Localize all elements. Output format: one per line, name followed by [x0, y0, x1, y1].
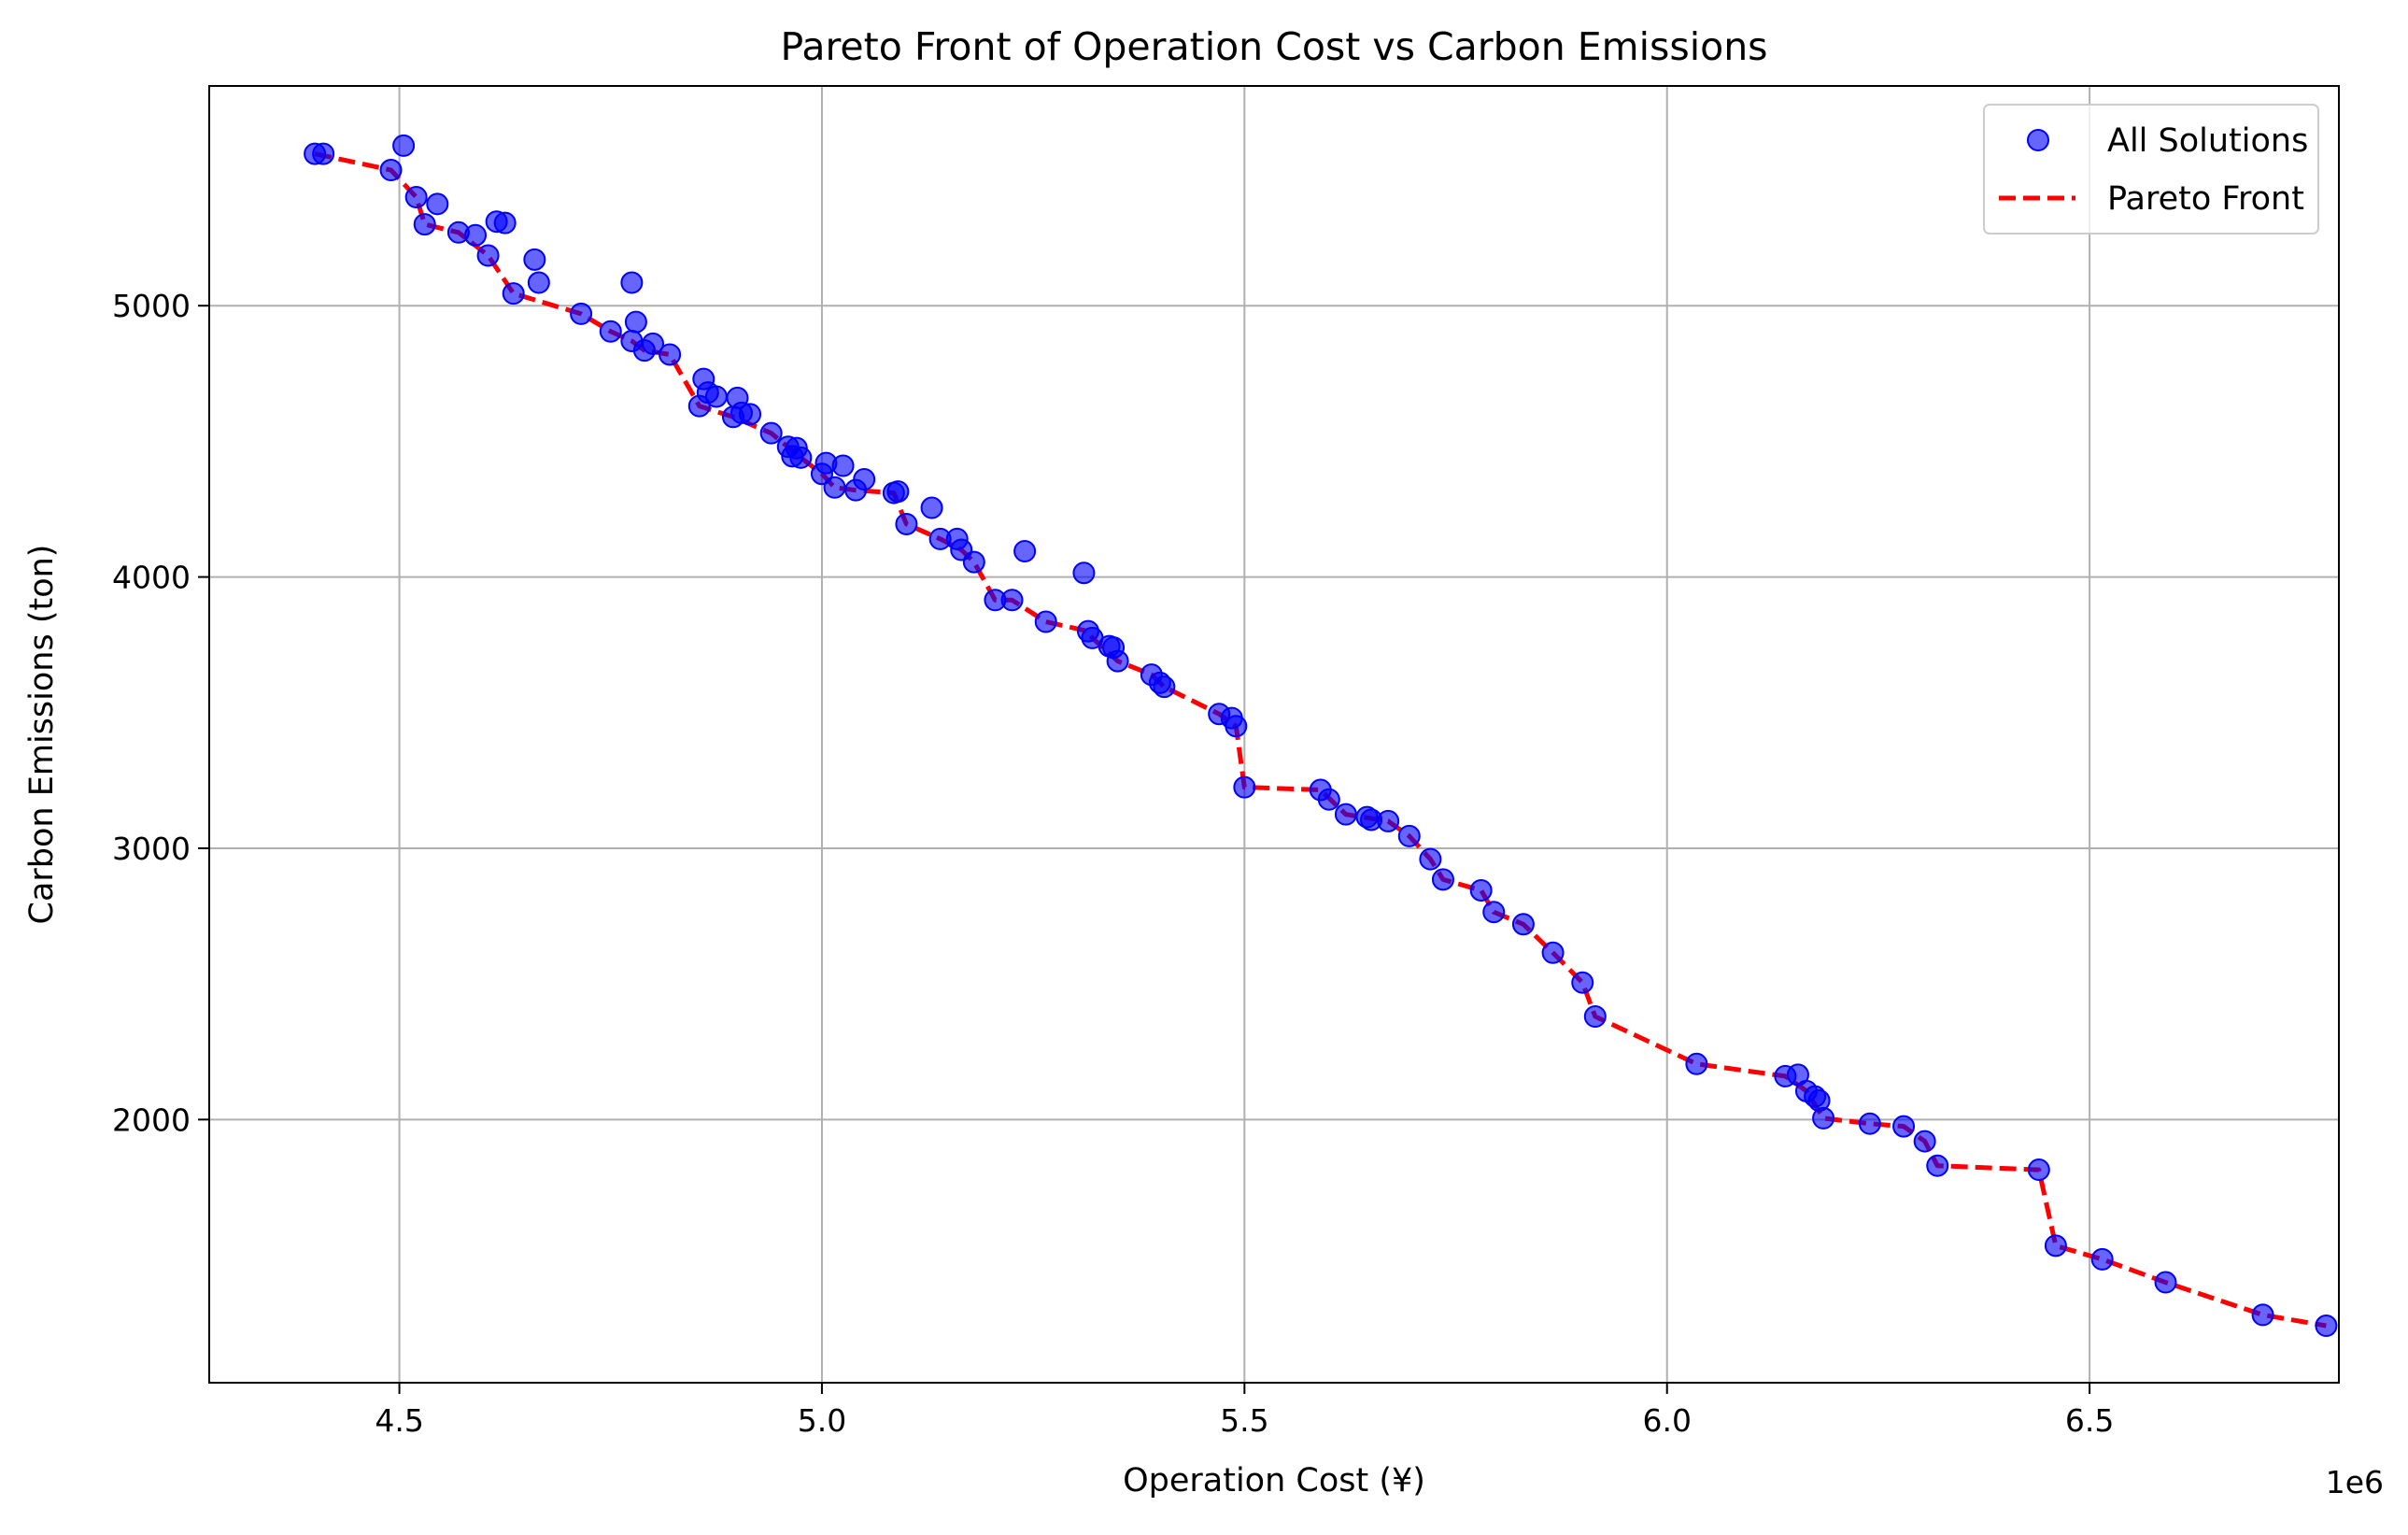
solution-point [1225, 715, 1248, 738]
solution-point [920, 496, 943, 519]
axis-ticks: 4.5 5.0 5.5 6.0 6.5 2000 3000 4000 5000 [112, 288, 2114, 1439]
x-tick-label: 5.0 [798, 1402, 846, 1439]
solution-point [502, 282, 525, 306]
solution-point [1583, 1004, 1607, 1028]
solution-point [1685, 1052, 1708, 1075]
solution-point [886, 480, 910, 504]
solution-point [1892, 1115, 1916, 1138]
solution-point [476, 244, 500, 267]
solution-point [1397, 824, 1421, 847]
solution-point [527, 271, 550, 294]
solution-point [1317, 788, 1340, 811]
all-solutions-series [304, 134, 2338, 1338]
solution-point [2251, 1303, 2274, 1327]
solution-point [312, 142, 335, 165]
solution-point [493, 211, 517, 235]
solution-point [570, 302, 593, 325]
solution-point [2027, 1158, 2050, 1182]
solution-point [1334, 803, 1357, 826]
solution-point [1377, 809, 1400, 832]
grid-lines [209, 86, 2339, 1383]
solution-point [739, 403, 762, 426]
y-tick-label: 3000 [112, 831, 191, 867]
x-tick-label: 6.0 [1642, 1402, 1691, 1439]
solution-point [1000, 589, 1024, 612]
x-tick-label: 6.5 [2065, 1402, 2114, 1439]
y-axis-label: Carbon Emissions (ton) [23, 545, 61, 925]
x-tick-label: 5.5 [1220, 1402, 1268, 1439]
solution-point [1571, 971, 1594, 994]
solution-point [962, 550, 985, 574]
legend-box [1983, 104, 2319, 235]
solution-point [831, 454, 855, 477]
solution-point [823, 476, 846, 499]
solution-point [523, 248, 546, 271]
solution-point [895, 512, 918, 535]
plot-frame [208, 85, 2340, 1384]
x-axis-offset-label: 1e6 [2326, 1464, 2384, 1500]
legend: All Solutions Pareto Front [1983, 104, 2319, 235]
solution-point [1419, 847, 1442, 871]
solution-point [2315, 1315, 2338, 1338]
solution-point [1072, 561, 1096, 585]
solution-point [1858, 1112, 1881, 1135]
solution-point [1482, 901, 1506, 924]
solution-point [620, 271, 644, 294]
legend-label-pareto-front: Pareto Front [2107, 180, 2304, 218]
solution-point [1106, 649, 1129, 673]
solution-point [1469, 878, 1493, 902]
y-tick-label: 5000 [112, 288, 191, 324]
solution-point [2044, 1234, 2067, 1258]
solution-point [659, 343, 682, 366]
solution-point [1153, 675, 1176, 699]
solution-point [464, 223, 487, 247]
legend-label-all-solutions: All Solutions [2107, 122, 2308, 160]
solution-point [404, 186, 428, 209]
solution-point [624, 310, 647, 334]
solution-point [1541, 941, 1565, 964]
solution-point [379, 159, 403, 182]
solution-point [1013, 539, 1037, 562]
solution-point [2154, 1271, 2177, 1294]
solution-point [704, 385, 728, 408]
solution-point [1233, 775, 1256, 799]
solution-point [759, 421, 783, 445]
solution-point [1913, 1130, 1936, 1153]
solution-point [1431, 868, 1454, 891]
solution-point [1926, 1154, 1949, 1177]
solution-point [1812, 1106, 1835, 1130]
chart-title: Pareto Front of Operation Cost vs Carbon… [780, 24, 1767, 69]
legend-scatter-marker [2027, 129, 2049, 151]
y-tick-label: 2000 [112, 1102, 191, 1138]
solution-point [413, 213, 436, 236]
solution-point [642, 332, 664, 355]
x-tick-label: 4.5 [375, 1402, 423, 1439]
solution-point [789, 446, 813, 469]
solution-point [853, 468, 876, 491]
solution-point [1034, 610, 1057, 633]
solution-point [392, 134, 416, 157]
solution-point [2090, 1247, 2114, 1271]
solution-point [599, 320, 622, 343]
solution-point [1511, 913, 1535, 936]
x-axis-label: Operation Cost (¥) [1123, 1462, 1425, 1499]
y-tick-label: 4000 [112, 560, 191, 596]
solution-point [426, 192, 449, 216]
